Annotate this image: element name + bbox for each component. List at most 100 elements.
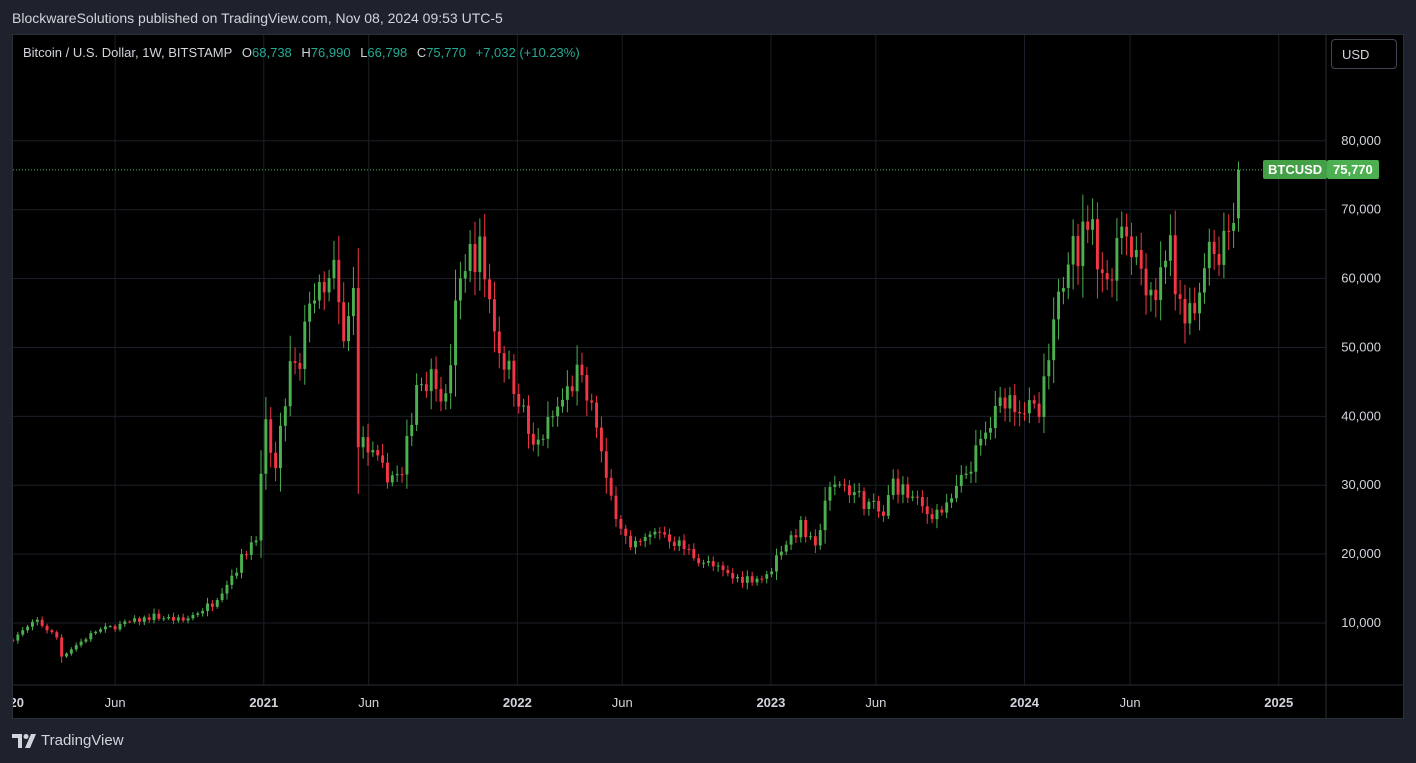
candle-body: [1125, 226, 1129, 237]
candle-body: [940, 509, 944, 513]
candle-body: [682, 540, 686, 550]
tradingview-logo[interactable]: TradingView: [12, 732, 124, 749]
candle-body: [274, 452, 278, 469]
candlestick-chart[interactable]: 10,000 20,000 30,000 40,000 50,000 60,000 70,0…: [13, 35, 1403, 718]
y-tick-label: 40,000: [1341, 408, 1381, 423]
candle-body: [94, 631, 98, 634]
candle-body: [342, 302, 346, 342]
candle-body: [619, 519, 623, 529]
candle-body: [1227, 230, 1231, 232]
candle-body: [1183, 298, 1187, 324]
chart-panel[interactable]: 10,000 20,000 30,000 40,000 50,000 60,000 70,0…: [12, 34, 1404, 719]
candle-body: [988, 427, 992, 433]
y-tick-label: 50,000: [1341, 339, 1381, 354]
published-by-line: BlockwareSolutions published on TradingV…: [12, 10, 503, 26]
candle-body: [327, 278, 331, 293]
candle-body: [1120, 226, 1124, 238]
candle-body: [55, 632, 59, 638]
symbol-description[interactable]: Bitcoin / U.S. Dollar, 1W, BITSTAMP: [23, 45, 233, 60]
candle-body: [609, 477, 613, 496]
candle-body: [444, 393, 448, 402]
candle-body: [288, 361, 292, 407]
candle-body: [745, 576, 749, 583]
candle-body: [721, 565, 725, 570]
candle-body: [541, 438, 545, 440]
candle-body: [1066, 264, 1070, 288]
candle-body: [857, 491, 861, 493]
candle-body: [371, 450, 375, 453]
candle-body: [235, 572, 239, 576]
candle-body: [531, 433, 535, 445]
candle-body: [103, 626, 107, 630]
candle-body: [1023, 413, 1026, 415]
candle-body: [1154, 289, 1158, 301]
candle-body: [1115, 237, 1119, 281]
candle-body: [954, 486, 958, 499]
candle-body: [390, 475, 394, 483]
x-tick-label: 2022: [503, 695, 532, 710]
candle-body: [249, 542, 253, 555]
candle-body: [527, 405, 530, 434]
candle-body: [1198, 292, 1202, 314]
candle-body: [1232, 223, 1236, 231]
candle-body: [585, 375, 589, 401]
candle-body: [21, 630, 25, 635]
candle-body: [731, 573, 735, 579]
candle-body: [317, 281, 321, 301]
candle-body: [381, 455, 385, 463]
candle-body: [590, 400, 594, 403]
candle-body: [614, 495, 618, 520]
candle-body: [283, 406, 287, 426]
y-tick-label: 20,000: [1341, 546, 1381, 561]
candle-body: [13, 639, 15, 641]
candle-body: [50, 630, 54, 633]
candle-body: [16, 634, 20, 641]
candle-body: [424, 384, 428, 392]
candle-body: [556, 406, 560, 417]
candle-body: [950, 498, 954, 503]
x-tick-label: 2023: [756, 695, 785, 710]
candle-body: [507, 360, 511, 370]
candle-body: [65, 653, 68, 657]
candle-body: [1091, 219, 1095, 230]
candle-body: [322, 281, 326, 293]
candle-body: [595, 402, 599, 428]
candle-body: [872, 500, 876, 502]
currency-button[interactable]: USD: [1331, 39, 1397, 69]
candle-body: [123, 621, 127, 625]
candle-body: [1081, 221, 1085, 267]
low-key: L: [360, 45, 368, 60]
candle-body: [1071, 236, 1075, 265]
candle-body: [517, 393, 521, 407]
open-key: O: [241, 45, 253, 60]
x-tick-label: 2024: [1010, 695, 1040, 710]
candle-body: [833, 484, 837, 487]
x-tick-label: Jun: [865, 695, 886, 710]
candle-body: [813, 536, 817, 546]
candle-body: [1202, 268, 1206, 293]
candle-body: [702, 562, 705, 564]
candle-body: [843, 484, 847, 486]
candle-body: [497, 331, 501, 354]
candle-body: [1130, 236, 1133, 258]
candle-body: [1008, 395, 1012, 409]
candle-body: [356, 288, 360, 448]
candle-body: [755, 578, 759, 583]
candle-body: [916, 496, 919, 498]
candle-body: [828, 486, 832, 501]
candle-body: [439, 388, 443, 402]
candle-body: [945, 502, 949, 513]
candle-body: [1237, 169, 1240, 219]
candle-body: [935, 509, 939, 520]
candle-body: [35, 619, 39, 622]
candle-body: [463, 271, 467, 279]
x-tick-label: 2025: [1264, 695, 1293, 710]
high-value: 76,990: [310, 45, 351, 60]
tradingview-logo-icon: [12, 733, 36, 748]
candle-body: [561, 399, 564, 407]
candle-body: [1003, 397, 1007, 409]
candle-body: [492, 299, 496, 332]
candle-body: [779, 551, 783, 556]
candle-body: [818, 530, 822, 546]
candle-body: [74, 645, 78, 650]
